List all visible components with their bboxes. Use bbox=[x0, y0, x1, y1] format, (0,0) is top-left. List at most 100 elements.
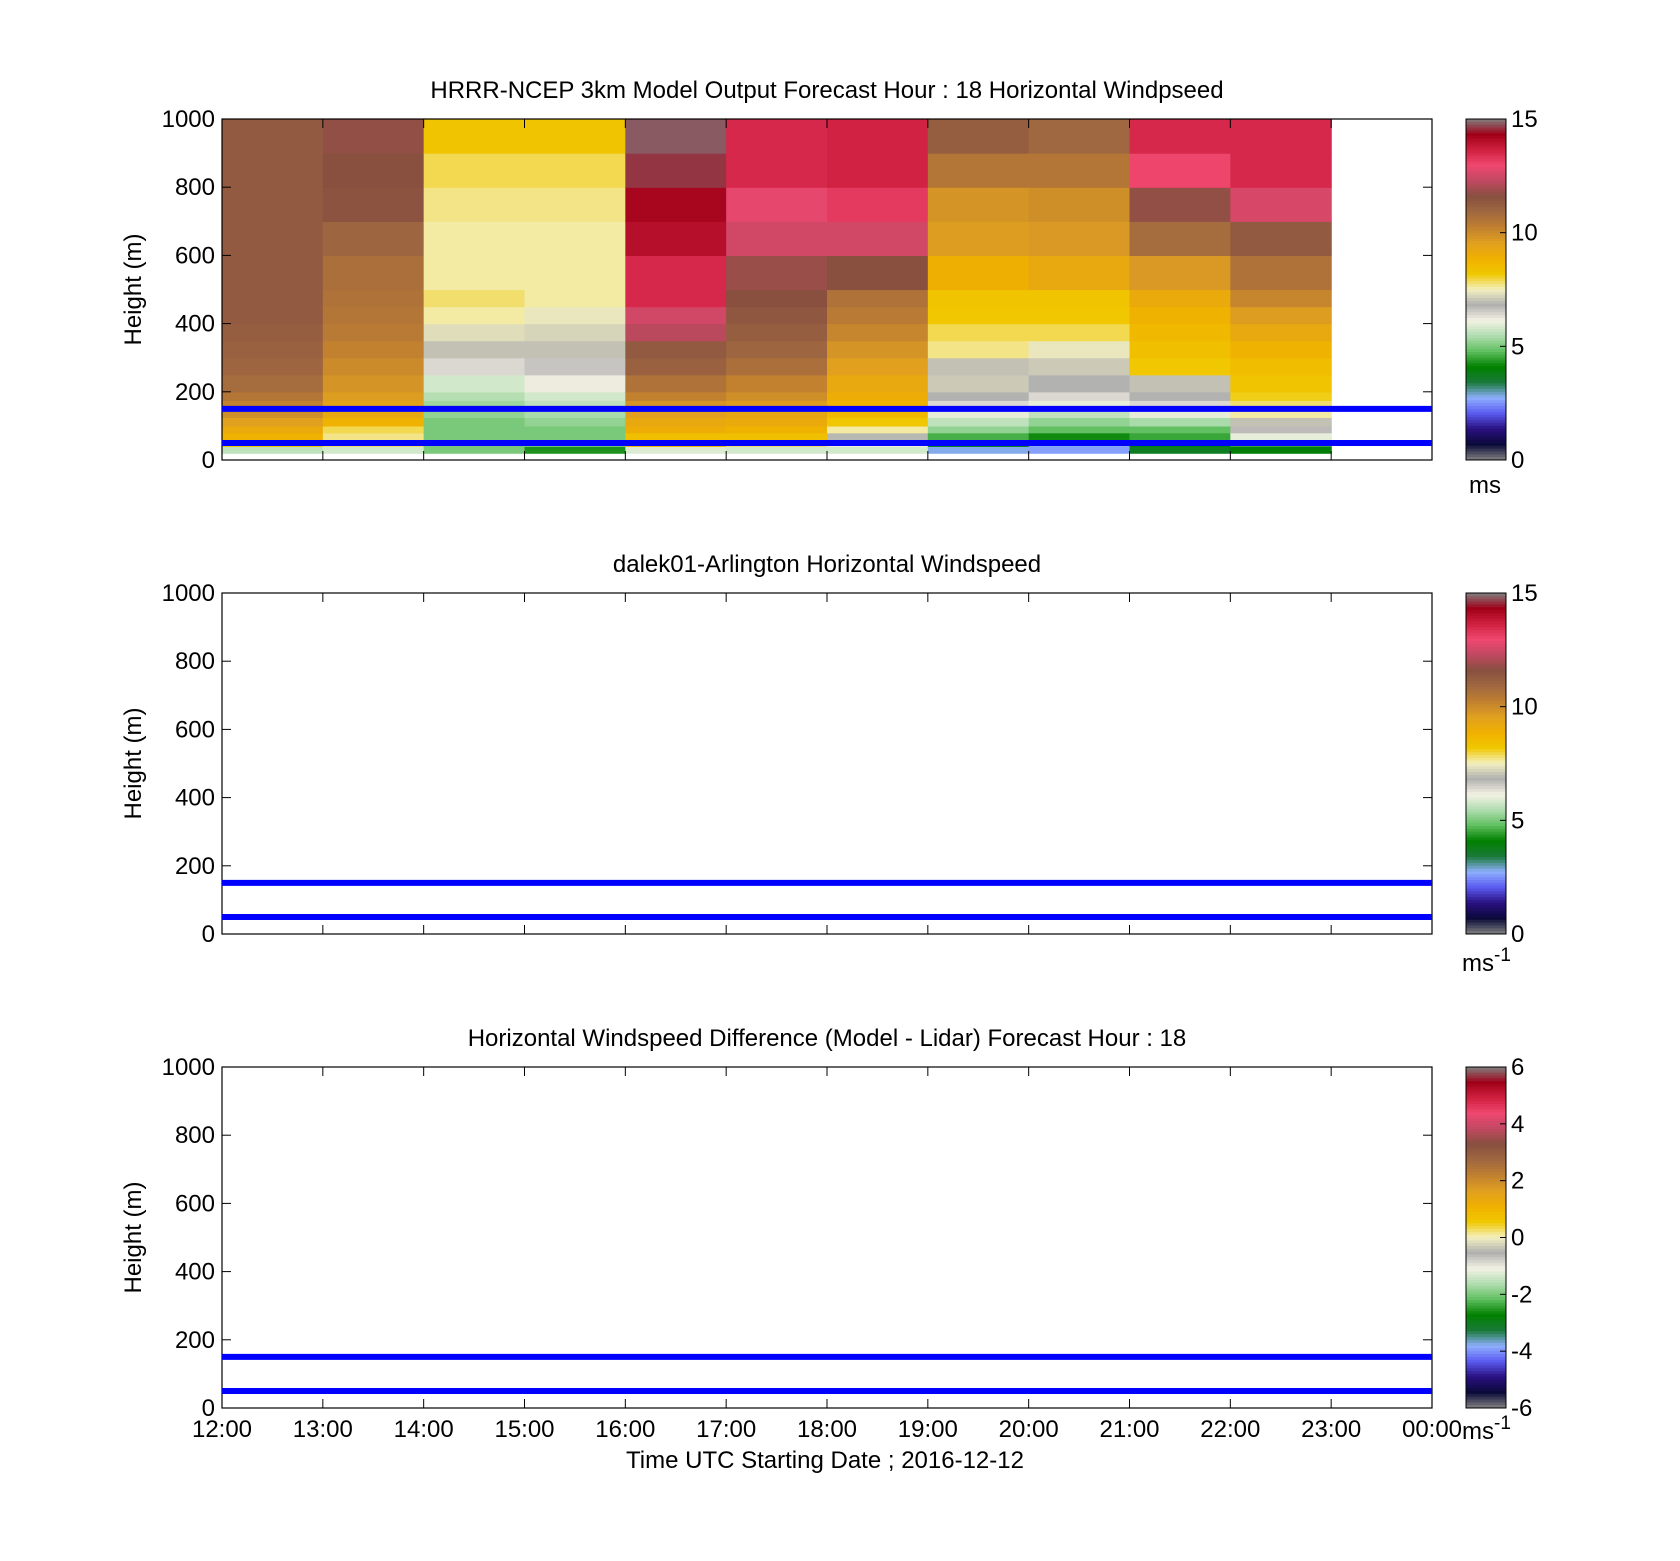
heatmap-cell bbox=[1129, 446, 1231, 454]
x-tick-label: 21:00 bbox=[1099, 1416, 1159, 1443]
colorbar-segment bbox=[1466, 127, 1506, 131]
colorbar-tick-label: 2 bbox=[1511, 1168, 1524, 1195]
heatmap-cell bbox=[1028, 323, 1131, 342]
colorbar-segment bbox=[1466, 1140, 1506, 1145]
colorbar-segment bbox=[1466, 797, 1506, 801]
colorbar-segment bbox=[1466, 1322, 1506, 1327]
colorbar-segment bbox=[1466, 448, 1506, 452]
colorbar-segment bbox=[1466, 1209, 1506, 1213]
heatmap-cell bbox=[1028, 119, 1131, 154]
y-tick-label: 600 bbox=[175, 242, 215, 269]
colorbar-segment bbox=[1466, 133, 1506, 137]
heatmap-cell bbox=[524, 425, 626, 434]
colorbar-segment bbox=[1466, 1288, 1506, 1292]
heatmap-cell bbox=[423, 340, 526, 359]
colorbar-segment bbox=[1466, 678, 1506, 682]
heatmap-cell bbox=[827, 306, 929, 325]
colorbar-segment bbox=[1466, 658, 1506, 662]
colorbar-segment bbox=[1466, 303, 1506, 308]
heatmap-cell bbox=[1129, 221, 1231, 256]
colorbar-segment bbox=[1466, 1157, 1506, 1162]
colorbar-segment bbox=[1466, 1186, 1506, 1190]
colorbar-segment bbox=[1466, 315, 1506, 319]
colorbar-segment bbox=[1466, 187, 1506, 191]
heatmap-cell bbox=[927, 374, 1030, 393]
colorbar-segment bbox=[1466, 431, 1506, 435]
colorbar-segment bbox=[1466, 1217, 1506, 1221]
colorbar-segment bbox=[1466, 774, 1506, 779]
colorbar-segment bbox=[1466, 1311, 1506, 1315]
heatmap-cell bbox=[927, 400, 1030, 410]
heatmap-cell bbox=[1028, 153, 1131, 188]
colorbar-segment bbox=[1466, 226, 1506, 231]
colorbar-segment bbox=[1466, 1348, 1506, 1352]
colorbar-segment bbox=[1466, 428, 1506, 433]
colorbar-segment bbox=[1466, 235, 1506, 239]
colorbar-segment bbox=[1466, 803, 1506, 807]
colorbar-segment bbox=[1466, 121, 1506, 126]
heatmap-cell bbox=[1230, 323, 1332, 342]
colorbar-segment bbox=[1466, 1263, 1506, 1267]
heatmap-cell bbox=[726, 289, 828, 308]
heatmap-cell bbox=[524, 289, 626, 308]
heatmap-cell bbox=[322, 187, 425, 222]
colorbar-segment bbox=[1466, 871, 1506, 875]
colorbar-tick-label: 15 bbox=[1511, 580, 1538, 607]
heatmap-cell bbox=[1129, 289, 1231, 308]
colorbar-segment bbox=[1466, 661, 1506, 665]
colorbar-segment bbox=[1466, 295, 1506, 299]
heatmap-cell bbox=[927, 289, 1030, 308]
colorbar-segment bbox=[1466, 1078, 1506, 1082]
colorbar-segment bbox=[1466, 1138, 1506, 1142]
y-tick-label: 1000 bbox=[162, 106, 215, 133]
colorbar-segment bbox=[1466, 263, 1506, 268]
colorbar-segment bbox=[1466, 1334, 1506, 1338]
colorbar-segment bbox=[1466, 1246, 1506, 1250]
colorbar-segment bbox=[1466, 1197, 1506, 1202]
heatmap-cell bbox=[222, 119, 324, 154]
colorbar-segment bbox=[1466, 150, 1506, 154]
heatmap-cell bbox=[1028, 408, 1131, 418]
colorbar-segment bbox=[1466, 1228, 1506, 1233]
colorbar-segment bbox=[1466, 161, 1506, 165]
colorbar-segment bbox=[1466, 1336, 1506, 1341]
colorbar-segment bbox=[1466, 652, 1506, 657]
heatmap-cell bbox=[322, 306, 425, 325]
heatmap-cell bbox=[1129, 323, 1231, 342]
heatmap-cell bbox=[625, 255, 727, 291]
colorbar-segment bbox=[1466, 1123, 1506, 1128]
colorbar-segment bbox=[1466, 317, 1506, 322]
colorbar-segment bbox=[1466, 1254, 1506, 1258]
colorbar-segment bbox=[1466, 1143, 1506, 1148]
colorbar-tick-label: 10 bbox=[1511, 694, 1538, 721]
colorbar-segment bbox=[1466, 786, 1506, 790]
colorbar-segment bbox=[1466, 280, 1506, 285]
colorbar-segment bbox=[1466, 346, 1506, 350]
heatmap-cell bbox=[927, 425, 1030, 434]
colorbar-segment bbox=[1466, 201, 1506, 205]
colorbar-segment bbox=[1466, 840, 1506, 844]
heatmap-cell bbox=[1028, 255, 1131, 291]
x-tick-label: 16:00 bbox=[595, 1416, 655, 1443]
colorbar-segment bbox=[1466, 655, 1506, 659]
colorbar-tick-label: -6 bbox=[1511, 1395, 1532, 1422]
colorbar-segment bbox=[1466, 1302, 1506, 1307]
colorbar-segment bbox=[1466, 891, 1506, 895]
colorbar-segment bbox=[1466, 800, 1506, 804]
heatmap-cell bbox=[222, 432, 324, 441]
colorbar-segment bbox=[1466, 880, 1506, 884]
colorbar-segment bbox=[1466, 1152, 1506, 1156]
heatmap-cell bbox=[1230, 221, 1332, 256]
heatmap-cell bbox=[726, 432, 828, 441]
heatmap-cell bbox=[1129, 417, 1231, 427]
colorbar-segment bbox=[1466, 703, 1506, 708]
heatmap-cell bbox=[1028, 187, 1131, 222]
heatmap-cell bbox=[625, 323, 727, 342]
heatmap-cell bbox=[1230, 374, 1332, 393]
heatmap-cell bbox=[222, 446, 324, 454]
heatmap-cell bbox=[927, 446, 1030, 454]
heatmap-cell bbox=[1028, 340, 1131, 359]
colorbar-segment bbox=[1466, 371, 1506, 376]
colorbar-segment bbox=[1466, 794, 1506, 799]
heatmap-cell bbox=[827, 432, 929, 441]
